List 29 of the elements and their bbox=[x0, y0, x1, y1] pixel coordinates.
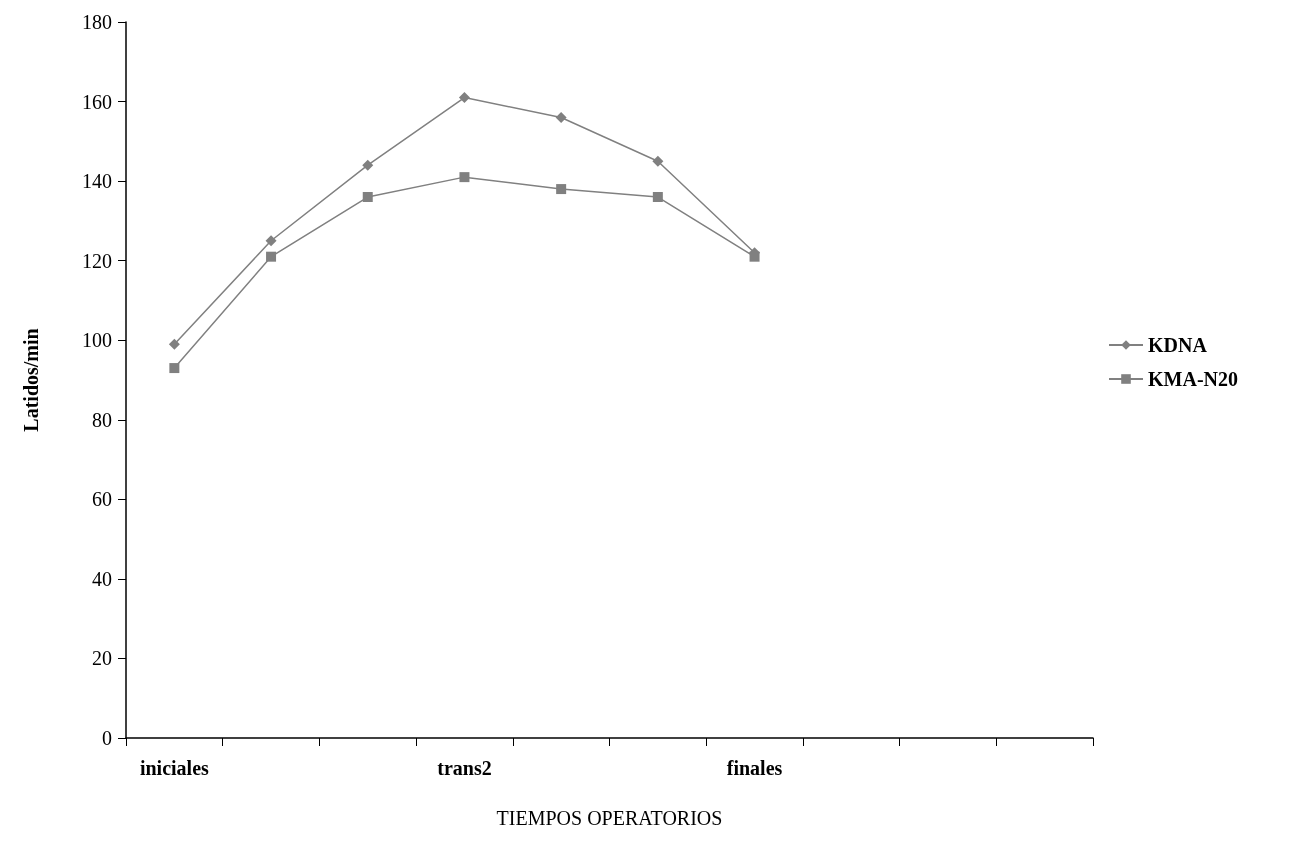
y-tick-label: 140 bbox=[82, 170, 112, 193]
point bbox=[652, 192, 663, 203]
point bbox=[555, 111, 567, 123]
y-axis-title: Latidos/min bbox=[20, 328, 42, 432]
legend-label: KDNA bbox=[1148, 334, 1208, 356]
point bbox=[168, 338, 180, 350]
point bbox=[362, 192, 373, 203]
y-tick-label: 20 bbox=[92, 647, 112, 670]
legend-label: KMA-N20 bbox=[1148, 368, 1238, 390]
point bbox=[458, 92, 470, 104]
x-tick-label: trans2 bbox=[437, 757, 492, 779]
y-tick-label: 160 bbox=[82, 90, 112, 113]
y-tick-label: 180 bbox=[82, 11, 112, 33]
point bbox=[652, 155, 664, 167]
point bbox=[265, 235, 277, 247]
point bbox=[266, 251, 277, 262]
x-tick-label: finales bbox=[726, 757, 783, 779]
point bbox=[556, 184, 567, 195]
y-tick-label: 60 bbox=[92, 488, 112, 511]
y-tick-label: 100 bbox=[82, 329, 112, 352]
y-tick-label: 120 bbox=[82, 249, 112, 272]
point bbox=[362, 159, 374, 171]
y-tick-label: 80 bbox=[92, 408, 112, 431]
y-tick-label: 0 bbox=[102, 727, 112, 749]
y-tick-label: 40 bbox=[92, 567, 112, 590]
point bbox=[459, 172, 470, 183]
point bbox=[169, 363, 180, 374]
x-axis-title: TIEMPOS OPERATORIOS bbox=[496, 807, 723, 829]
x-tick-label: iniciales bbox=[139, 757, 210, 779]
